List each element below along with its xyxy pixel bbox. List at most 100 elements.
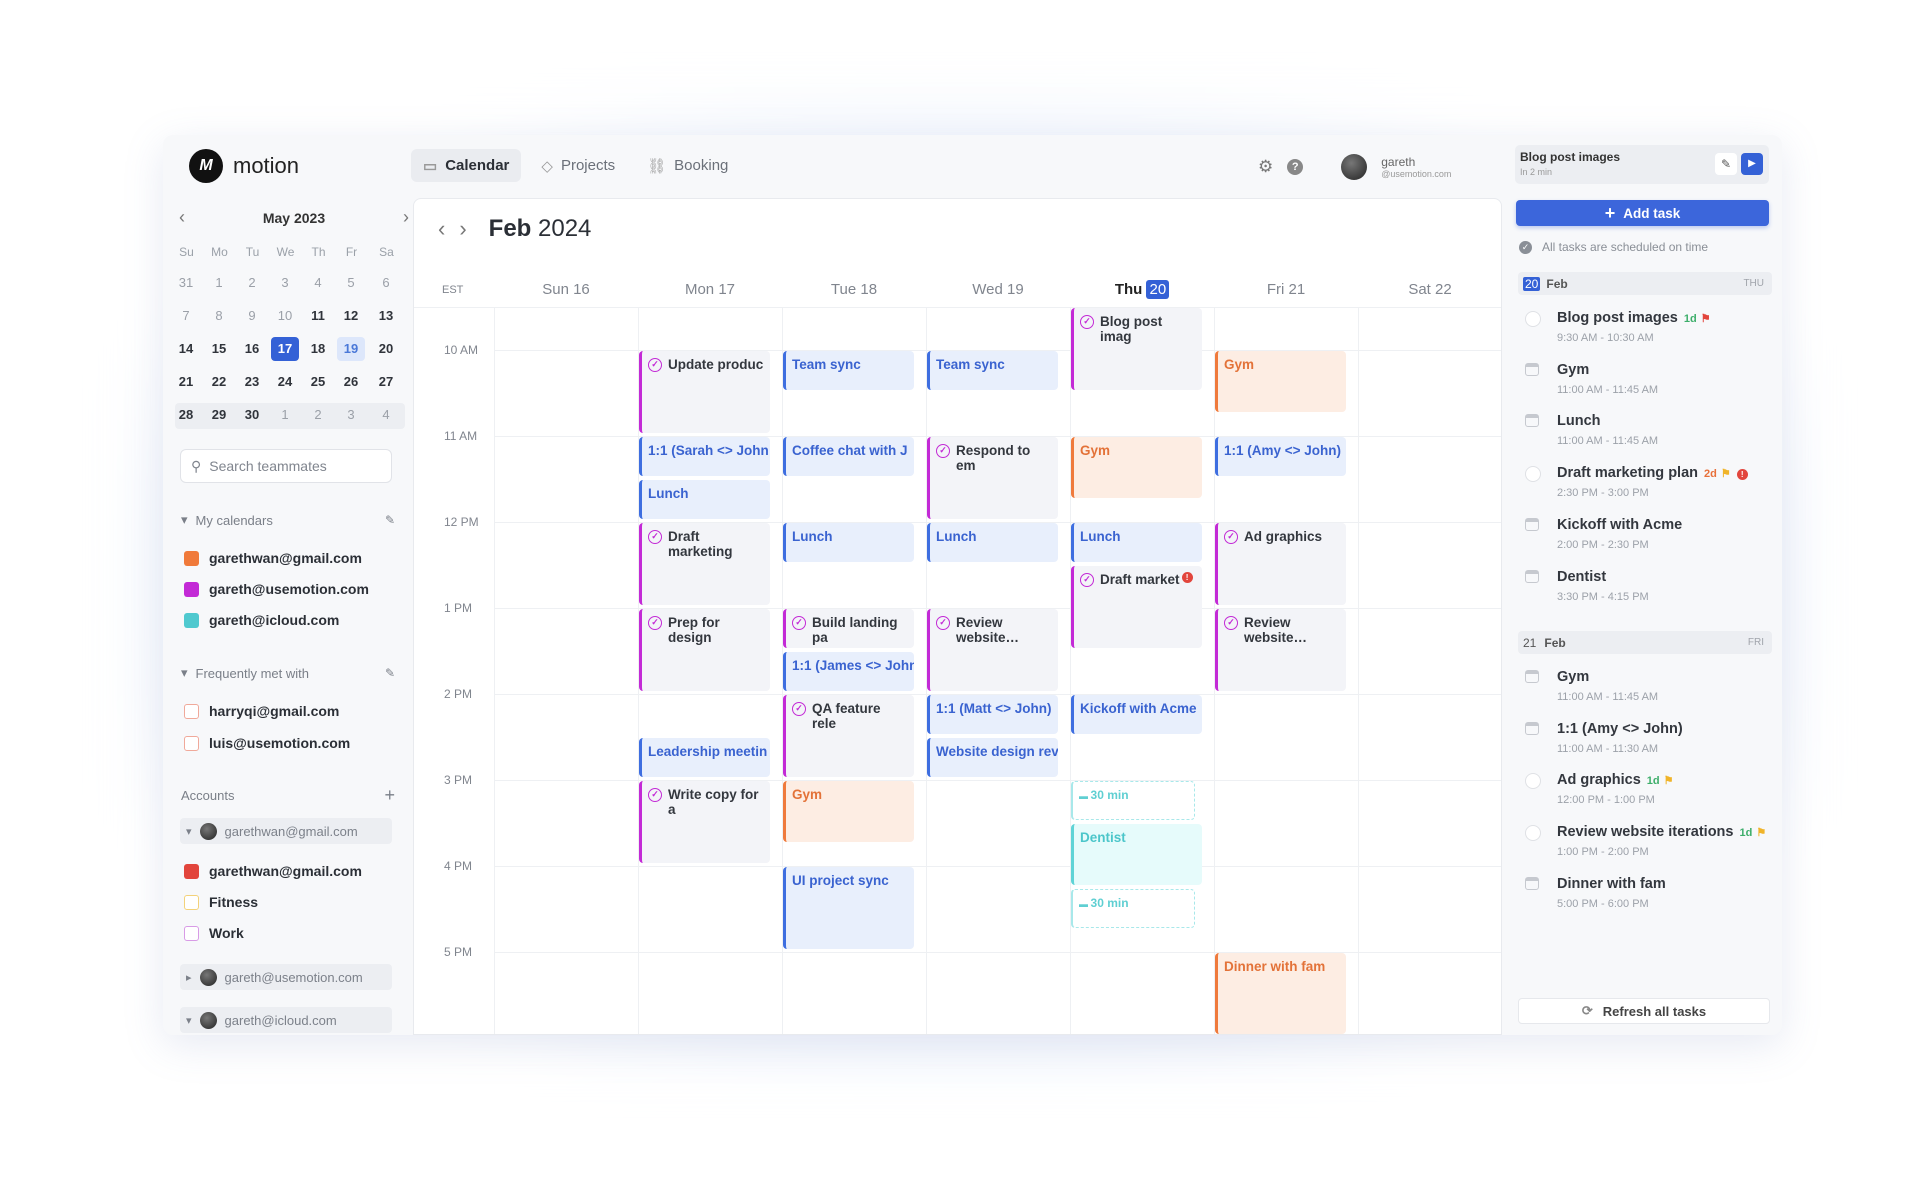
- check-circle-icon[interactable]: ✓: [1224, 530, 1238, 544]
- mini-calendar-day[interactable]: 2: [248, 275, 256, 290]
- calendar-event[interactable]: Lunch: [783, 523, 914, 562]
- settings-gear-icon[interactable]: ⚙: [1258, 157, 1274, 176]
- day-header-fri[interactable]: Fri 21: [1214, 281, 1358, 298]
- account-row[interactable]: ▸ gareth@usemotion.com: [180, 964, 392, 990]
- calendar-event-task[interactable]: ✓ Blog post imag: [1071, 308, 1202, 390]
- add-task-button[interactable]: + Add task: [1516, 200, 1769, 226]
- calendar-list-item[interactable]: luis@usemotion.com: [184, 735, 350, 751]
- edit-pencil-icon[interactable]: ✎: [384, 666, 395, 680]
- mini-calendar-day[interactable]: 15: [211, 341, 227, 356]
- calendar-event-task[interactable]: ✓ Write copy for a: [639, 781, 770, 863]
- mini-calendar-day[interactable]: 26: [343, 374, 359, 389]
- caret-down-icon[interactable]: ▾: [181, 665, 188, 680]
- calendar-color-swatch[interactable]: [184, 612, 199, 628]
- caret-down-icon[interactable]: ▾: [186, 825, 192, 838]
- calendar-event-task[interactable]: ✓ Review website iterations: [1215, 609, 1346, 691]
- check-circle-icon[interactable]: ✓: [648, 358, 662, 372]
- mini-calendar-day[interactable]: 13: [378, 308, 394, 323]
- mini-calendar-day[interactable]: 1: [281, 407, 289, 422]
- mini-calendar-day[interactable]: 4: [314, 275, 322, 290]
- account-row[interactable]: ▾ garethwan@gmail.com: [180, 818, 392, 844]
- calendar-color-swatch[interactable]: [184, 703, 199, 719]
- mini-calendar-day[interactable]: 3: [281, 275, 289, 290]
- day-header-sun[interactable]: Sun 16: [494, 281, 638, 298]
- calendar-event[interactable]: Coffee chat with J: [783, 437, 914, 476]
- mini-calendar-day[interactable]: 11: [311, 308, 325, 323]
- mini-calendar-day[interactable]: 14: [178, 341, 194, 356]
- calendar-event[interactable]: Gym: [1071, 437, 1202, 498]
- check-circle-icon[interactable]: ✓: [936, 444, 950, 458]
- check-circle-icon[interactable]: ✓: [936, 616, 950, 630]
- mini-calendar-day[interactable]: 10: [277, 308, 293, 323]
- check-circle-icon[interactable]: ✓: [648, 530, 662, 544]
- tab-calendar[interactable]: ▭ Calendar: [411, 149, 522, 182]
- next-week-button[interactable]: ›: [459, 216, 467, 241]
- calendar-event-task[interactable]: ✓ Respond to em: [927, 437, 1058, 519]
- account-row[interactable]: ▾ gareth@icloud.com: [180, 1007, 392, 1033]
- task-checkbox-circle-icon[interactable]: [1525, 825, 1541, 842]
- refresh-all-tasks-button[interactable]: ⟳ Refresh all tasks: [1518, 998, 1770, 1024]
- mini-calendar-day[interactable]: 9: [248, 308, 256, 323]
- user-info[interactable]: gareth @usemotion.com: [1381, 155, 1451, 179]
- calendar-event[interactable]: Lunch: [639, 480, 770, 519]
- calendar-event[interactable]: Dinner with fam: [1215, 953, 1346, 1034]
- check-circle-icon[interactable]: ✓: [648, 616, 662, 630]
- calendar-event-task[interactable]: ✓ QA feature rele: [783, 695, 914, 777]
- tab-booking[interactable]: ⛓ Booking: [635, 149, 740, 182]
- calendar-color-swatch[interactable]: [184, 550, 199, 566]
- search-teammates-input[interactable]: ⚲ Search teammates: [180, 449, 392, 483]
- calendar-event[interactable]: Dentist: [1071, 824, 1202, 885]
- calendar-event-task[interactable]: ✓ Review website iterations: [927, 609, 1058, 691]
- calendar-event[interactable]: Kickoff with Acme: [1071, 695, 1202, 734]
- calendar-color-swatch[interactable]: [184, 894, 199, 910]
- task-checkbox-circle-icon[interactable]: [1525, 773, 1541, 790]
- caret-down-icon[interactable]: ▾: [181, 512, 188, 527]
- mini-calendar-day[interactable]: 16: [244, 341, 260, 356]
- check-circle-icon[interactable]: ✓: [792, 616, 806, 630]
- day-header-wed[interactable]: Wed 19: [926, 281, 1070, 298]
- calendar-event[interactable]: 1:1 (Amy <> John): [1215, 437, 1346, 476]
- mini-calendar-day[interactable]: 17: [271, 337, 299, 361]
- calendar-event[interactable]: 1:1 (Matt <> John): [927, 695, 1058, 734]
- calendar-list-item[interactable]: harryqi@gmail.com: [184, 703, 339, 719]
- mini-calendar-day[interactable]: 6: [382, 275, 390, 290]
- mini-calendar-day[interactable]: 4: [382, 407, 390, 422]
- day-header-thu[interactable]: Thu 20: [1070, 280, 1214, 299]
- calendar-event[interactable]: ▬ 30 min: [1071, 781, 1195, 820]
- user-avatar[interactable]: [1341, 154, 1368, 180]
- prev-month-button[interactable]: ‹: [179, 207, 185, 227]
- tab-projects[interactable]: ◇ Projects: [529, 149, 627, 182]
- calendar-event[interactable]: 1:1 (Sarah <> John: [639, 437, 770, 476]
- play-icon[interactable]: ▶: [1741, 153, 1763, 175]
- mini-calendar-day[interactable]: 20: [378, 341, 394, 356]
- caret-down-icon[interactable]: ▾: [186, 1014, 192, 1027]
- edit-pencil-icon[interactable]: ✎: [1715, 153, 1737, 175]
- mini-calendar-day[interactable]: 31: [178, 275, 194, 290]
- mini-calendar-day[interactable]: 28: [178, 407, 194, 422]
- calendar-event-task[interactable]: ✓ Update produc: [639, 351, 770, 433]
- mini-calendar-day[interactable]: 24: [277, 374, 293, 389]
- calendar-color-swatch[interactable]: [184, 735, 199, 751]
- calendar-list-item[interactable]: gareth@usemotion.com: [184, 581, 369, 597]
- mini-calendar-day[interactable]: 8: [215, 308, 223, 323]
- calendar-event[interactable]: ▬ 30 min: [1071, 888, 1195, 928]
- calendar-event[interactable]: UI project sync: [783, 867, 914, 949]
- mini-calendar-day[interactable]: 5: [347, 275, 355, 290]
- calendar-event-task[interactable]: ✓ Prep for design: [639, 609, 770, 691]
- calendar-event[interactable]: Leadership meetin: [639, 738, 770, 777]
- current-task-card[interactable]: Blog post images In 2 min ✎ ▶: [1515, 145, 1769, 184]
- calendar-event-task[interactable]: ✓ Draft marketing: [639, 523, 770, 605]
- calendar-event-task[interactable]: ✓ Draft market!: [1071, 566, 1202, 648]
- mini-calendar-day[interactable]: 19: [337, 337, 365, 361]
- check-circle-icon[interactable]: ✓: [1080, 573, 1094, 587]
- section-header[interactable]: ▾ Frequently met with ✎: [181, 665, 395, 681]
- section-header[interactable]: ▾ My calendars ✎: [181, 512, 395, 528]
- mini-calendar-day[interactable]: 2: [314, 407, 322, 422]
- calendar-event[interactable]: Lunch: [927, 523, 1058, 562]
- task-checkbox-circle-icon[interactable]: [1525, 311, 1541, 327]
- mini-calendar-day[interactable]: 30: [244, 407, 260, 422]
- mini-calendar-day[interactable]: 7: [182, 308, 190, 323]
- calendar-event-task[interactable]: ✓ Build landing pa: [783, 609, 914, 648]
- mini-calendar-day[interactable]: 22: [211, 374, 227, 389]
- calendar-list-item[interactable]: Fitness: [184, 894, 258, 910]
